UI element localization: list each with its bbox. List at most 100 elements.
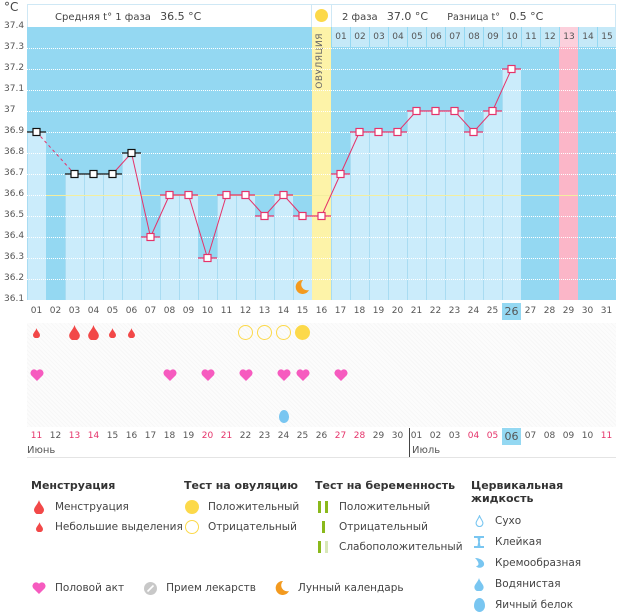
calendar-date-label[interactable]: 30 [391, 431, 404, 441]
calendar-date-label[interactable]: 10 [581, 431, 594, 441]
temperature-point[interactable] [260, 211, 269, 221]
temperature-point[interactable] [317, 211, 326, 221]
blood-drop-icon[interactable] [84, 323, 103, 342]
calendar-date-label[interactable]: 07 [524, 431, 537, 441]
temperature-point[interactable] [241, 190, 250, 200]
calendar-date-label[interactable]: 16 [125, 431, 138, 441]
temperature-point[interactable] [507, 64, 516, 74]
cycle-day-label[interactable]: 26 [502, 303, 521, 320]
cycle-day-label[interactable]: 20 [391, 306, 404, 316]
temperature-point[interactable] [89, 169, 98, 179]
calendar-date-label[interactable]: 28 [353, 431, 366, 441]
temperature-point[interactable] [146, 232, 155, 242]
ovulation-test-negative-icon[interactable] [236, 323, 255, 342]
cycle-day-label[interactable]: 12 [239, 306, 252, 316]
cycle-day-label[interactable]: 24 [467, 306, 480, 316]
cycle-day-label[interactable]: 01 [30, 306, 43, 316]
calendar-date-label[interactable]: 18 [163, 431, 176, 441]
cycle-day-label[interactable]: 13 [258, 306, 271, 316]
calendar-date-label[interactable]: 23 [258, 431, 271, 441]
cycle-day-label[interactable]: 06 [125, 306, 138, 316]
calendar-date-label[interactable]: 22 [239, 431, 252, 441]
cycle-day-label[interactable]: 27 [524, 306, 537, 316]
cycle-day-label[interactable]: 18 [353, 306, 366, 316]
small-blood-drop-icon[interactable] [103, 323, 122, 342]
calendar-date-label[interactable]: 24 [277, 431, 290, 441]
heart-icon[interactable] [198, 365, 217, 384]
calendar-date-label[interactable]: 11 [30, 431, 43, 441]
calendar-date-label[interactable]: 12 [49, 431, 62, 441]
calendar-date-label[interactable]: 13 [68, 431, 81, 441]
calendar-date-label[interactable]: 25 [296, 431, 309, 441]
temperature-point[interactable] [469, 127, 478, 137]
temperature-point[interactable] [488, 106, 497, 116]
small-blood-drop-icon[interactable] [122, 323, 141, 342]
cycle-day-label[interactable]: 11 [220, 306, 233, 316]
calendar-date-label[interactable]: 04 [467, 431, 480, 441]
heart-icon[interactable] [27, 365, 46, 384]
temperature-point[interactable] [412, 106, 421, 116]
calendar-date-label[interactable]: 14 [87, 431, 100, 441]
temperature-point[interactable] [393, 127, 402, 137]
calendar-date-label[interactable]: 26 [315, 431, 328, 441]
calendar-date-label[interactable]: 01 [410, 431, 423, 441]
calendar-date-label[interactable]: 19 [182, 431, 195, 441]
temperature-point[interactable] [374, 127, 383, 137]
calendar-date-label[interactable]: 02 [429, 431, 442, 441]
calendar-date-label[interactable]: 06 [502, 428, 521, 445]
temperature-point[interactable] [32, 127, 41, 137]
temperature-point[interactable] [184, 190, 193, 200]
cycle-day-label[interactable]: 10 [201, 306, 214, 316]
small-blood-drop-icon[interactable] [27, 323, 46, 342]
calendar-date-label[interactable]: 15 [106, 431, 119, 441]
cycle-day-label[interactable]: 22 [429, 306, 442, 316]
cycle-day-label[interactable]: 19 [372, 306, 385, 316]
cycle-day-label[interactable]: 21 [410, 306, 423, 316]
cycle-day-label[interactable]: 29 [562, 306, 575, 316]
heart-icon[interactable] [274, 365, 293, 384]
ovulation-test-negative-icon[interactable] [255, 323, 274, 342]
egg-white-icon[interactable] [274, 407, 293, 426]
calendar-date-label[interactable]: 09 [562, 431, 575, 441]
cycle-day-label[interactable]: 14 [277, 306, 290, 316]
cycle-day-label[interactable]: 02 [49, 306, 62, 316]
cycle-day-label[interactable]: 05 [106, 306, 119, 316]
ovulation-test-positive-icon[interactable] [293, 323, 312, 342]
temperature-point[interactable] [165, 190, 174, 200]
temperature-point[interactable] [203, 253, 212, 263]
heart-icon[interactable] [160, 365, 179, 384]
cycle-day-label[interactable]: 23 [448, 306, 461, 316]
temperature-point[interactable] [336, 169, 345, 179]
calendar-date-label[interactable]: 03 [448, 431, 461, 441]
temperature-point[interactable] [450, 106, 459, 116]
heart-icon[interactable] [331, 365, 350, 384]
cycle-day-label[interactable]: 16 [315, 306, 328, 316]
calendar-date-label[interactable]: 11 [600, 431, 613, 441]
calendar-date-label[interactable]: 20 [201, 431, 214, 441]
heart-icon[interactable] [293, 365, 312, 384]
cycle-day-label[interactable]: 04 [87, 306, 100, 316]
ovulation-test-negative-icon[interactable] [274, 323, 293, 342]
cycle-day-label[interactable]: 30 [581, 306, 594, 316]
cycle-day-label[interactable]: 28 [543, 306, 556, 316]
cycle-day-label[interactable]: 08 [163, 306, 176, 316]
temperature-point[interactable] [355, 127, 364, 137]
cycle-day-label[interactable]: 25 [486, 306, 499, 316]
cycle-day-label[interactable]: 07 [144, 306, 157, 316]
temperature-point[interactable] [70, 169, 79, 179]
cycle-day-label[interactable]: 03 [68, 306, 81, 316]
temperature-point[interactable] [298, 211, 307, 221]
calendar-date-label[interactable]: 08 [543, 431, 556, 441]
calendar-date-label[interactable]: 05 [486, 431, 499, 441]
cycle-day-label[interactable]: 31 [600, 306, 613, 316]
temperature-point[interactable] [222, 190, 231, 200]
calendar-date-label[interactable]: 17 [144, 431, 157, 441]
calendar-date-label[interactable]: 27 [334, 431, 347, 441]
cycle-day-label[interactable]: 09 [182, 306, 195, 316]
cycle-day-label[interactable]: 17 [334, 306, 347, 316]
cycle-day-label[interactable]: 15 [296, 306, 309, 316]
calendar-date-label[interactable]: 29 [372, 431, 385, 441]
calendar-date-label[interactable]: 21 [220, 431, 233, 441]
temperature-point[interactable] [108, 169, 117, 179]
temperature-point[interactable] [431, 106, 440, 116]
